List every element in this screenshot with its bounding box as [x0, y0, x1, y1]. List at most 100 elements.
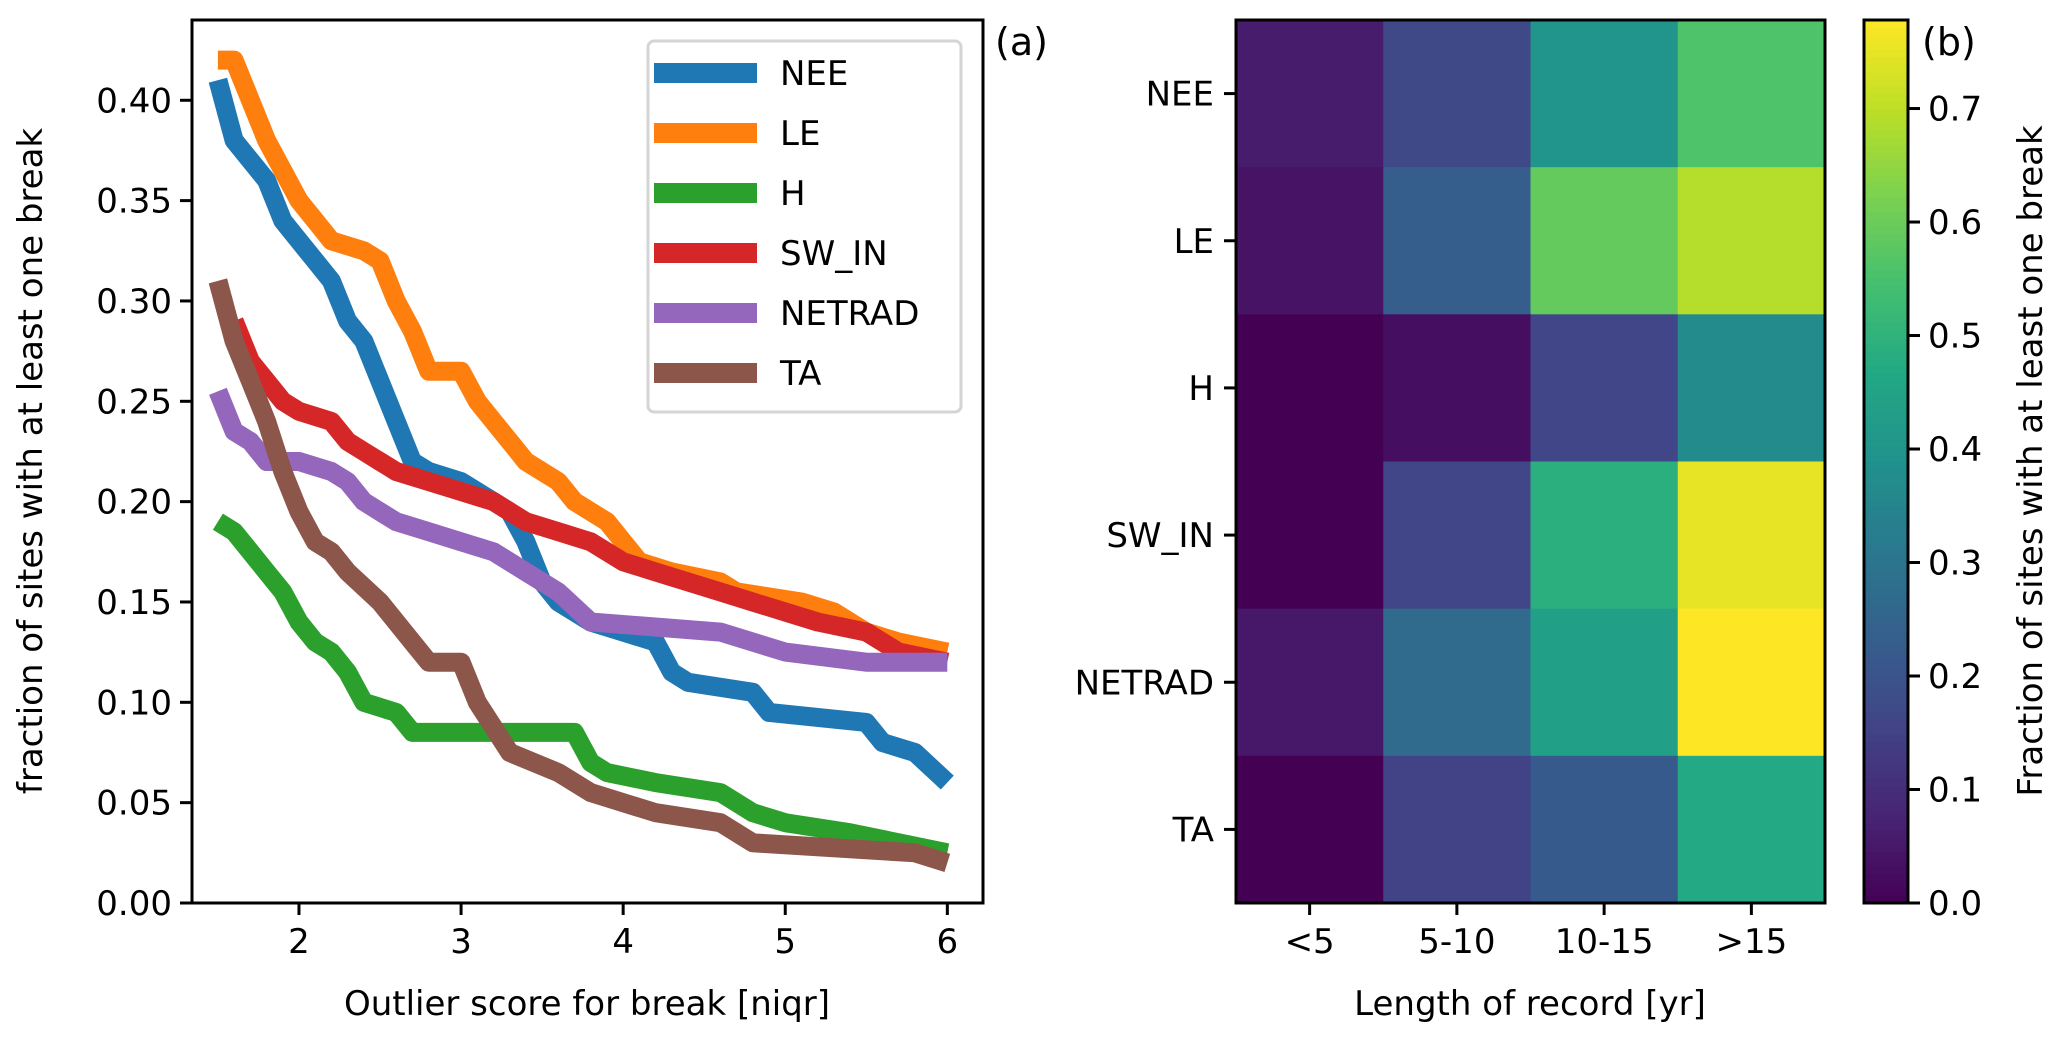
colorbar-strip [1864, 233, 1908, 242]
panel-a-axes-frame [190, 18, 985, 905]
colorbar-tick-label: 0.5 [1928, 317, 1982, 357]
colorbar-strip [1864, 174, 1908, 183]
colorbar-strip [1864, 351, 1908, 360]
panel-a-line-chart: 2 3 4 5 6 0.00 0.05 0.10 0.15 0.20 0.25 0.30 0.35 0.… [11, 18, 1048, 1024]
colorbar-strip [1864, 226, 1908, 234]
colorbar-strip [1864, 542, 1908, 551]
heatmap-y-tick-label: H [1188, 369, 1214, 409]
legend-label: NEE [780, 54, 848, 94]
colorbar-strip [1864, 696, 1908, 705]
colorbar-strip [1864, 682, 1908, 691]
legend-swatch-sw-in [654, 243, 757, 263]
colorbar-strip [1864, 432, 1908, 441]
y-tick-label: 0.20 [96, 483, 172, 523]
colorbar-strip [1864, 571, 1908, 580]
colorbar-strip [1864, 895, 1908, 904]
colorbar-strip [1864, 719, 1908, 727]
series-line-sw-in [225, 317, 950, 672]
colorbar-strip [1864, 358, 1908, 367]
colorbar-strip [1864, 704, 1908, 713]
colorbar-strip [1864, 888, 1908, 897]
colorbar-strip [1864, 314, 1908, 323]
x-tick-label: 6 [937, 922, 959, 962]
y-tick-label: 0.00 [96, 884, 172, 924]
colorbar-strip [1864, 336, 1908, 345]
legend-label: SW_IN [780, 234, 888, 274]
colorbar-strip [1864, 365, 1908, 374]
panel-b-heatmap: <5 5-10 10-15 >15 NEE LE H SW_IN NETRAD TA Lengt… [1075, 18, 2051, 1024]
heatmap-cell-h-3 [1677, 314, 1826, 462]
legend-label: TA [779, 354, 821, 394]
colorbar-strip [1864, 822, 1908, 831]
colorbar-strip [1864, 748, 1908, 757]
colorbar-strip [1864, 321, 1908, 330]
colorbar-strip [1864, 785, 1908, 794]
colorbar-strip [1864, 211, 1908, 220]
x-tick-label: 3 [450, 922, 472, 962]
y-tick-label: 0.40 [96, 81, 172, 121]
legend-label: NETRAD [780, 294, 919, 334]
colorbar-strip [1864, 417, 1908, 426]
x-tick-label: 2 [288, 922, 310, 962]
colorbar-strip [1864, 78, 1908, 87]
colorbar-strip [1864, 844, 1908, 853]
legend-label: LE [780, 114, 820, 154]
heatmap-cell-sw-in-3 [1677, 461, 1826, 610]
colorbar-strip [1864, 873, 1908, 882]
heatmap-y-tick-label: NEE [1146, 75, 1214, 115]
colorbar-strip [1864, 579, 1908, 588]
heatmap-cell-netrad-3 [1677, 608, 1826, 757]
colorbar-strip [1864, 601, 1908, 610]
colorbar-strip [1864, 262, 1908, 271]
colorbar-tick-label: 0.2 [1928, 657, 1982, 697]
colorbar-strip [1864, 270, 1908, 279]
heatmap-cell-nee-3 [1677, 20, 1826, 168]
heatmap-x-tick-label: 5-10 [1418, 922, 1495, 962]
colorbar-strip [1864, 483, 1908, 492]
heatmap-cell-netrad-0 [1236, 608, 1384, 757]
colorbar-strip [1864, 439, 1908, 448]
colorbar-strip [1864, 741, 1908, 750]
colorbar-strip [1864, 630, 1908, 639]
colorbar-strip [1864, 814, 1908, 823]
colorbar-strip [1864, 836, 1908, 845]
colorbar-strip [1864, 56, 1908, 65]
colorbar-strip [1864, 520, 1908, 529]
colorbar-strip [1864, 616, 1908, 624]
colorbar-strip [1864, 608, 1908, 617]
colorbar-strip [1864, 674, 1908, 683]
colorbar-strip [1864, 34, 1908, 43]
heatmap-x-tick-label: >15 [1715, 922, 1787, 962]
colorbar-strip [1864, 549, 1908, 558]
colorbar-strip [1864, 20, 1908, 28]
heatmap-cell-le-3 [1677, 167, 1826, 315]
colorbar-strip [1864, 513, 1908, 521]
colorbar-strip [1864, 755, 1908, 764]
heatmap-cell-sw-in-2 [1530, 461, 1679, 610]
colorbar-strip [1864, 387, 1908, 396]
colorbar-strip [1864, 373, 1908, 382]
colorbar-strip [1864, 159, 1908, 168]
colorbar-strip [1864, 807, 1908, 816]
colorbar-strip [1864, 468, 1908, 477]
colorbar-strip [1864, 557, 1908, 566]
colorbar-strip [1864, 292, 1908, 301]
colorbar-strip [1864, 733, 1908, 742]
heatmap-x-tick-label: 10-15 [1555, 922, 1654, 962]
colorbar-strip [1864, 306, 1908, 315]
legend-swatch-netrad [654, 303, 757, 323]
colorbar-tick-label: 0.3 [1928, 544, 1982, 584]
x-tick-label: 5 [774, 922, 796, 962]
colorbar-strip [1864, 792, 1908, 801]
y-tick-label: 0.30 [96, 282, 172, 322]
legend-swatch-nee [654, 63, 757, 83]
colorbar-strip [1864, 586, 1908, 595]
y-tick-label: 0.05 [96, 784, 172, 824]
colorbar-strip [1864, 167, 1908, 176]
colorbar-strip [1864, 711, 1908, 720]
colorbar-strip [1864, 130, 1908, 139]
colorbar-strip [1864, 638, 1908, 647]
heatmap-y-tick-label: LE [1174, 222, 1214, 262]
colorbar-strip [1864, 763, 1908, 772]
colorbar-strip [1864, 27, 1908, 36]
